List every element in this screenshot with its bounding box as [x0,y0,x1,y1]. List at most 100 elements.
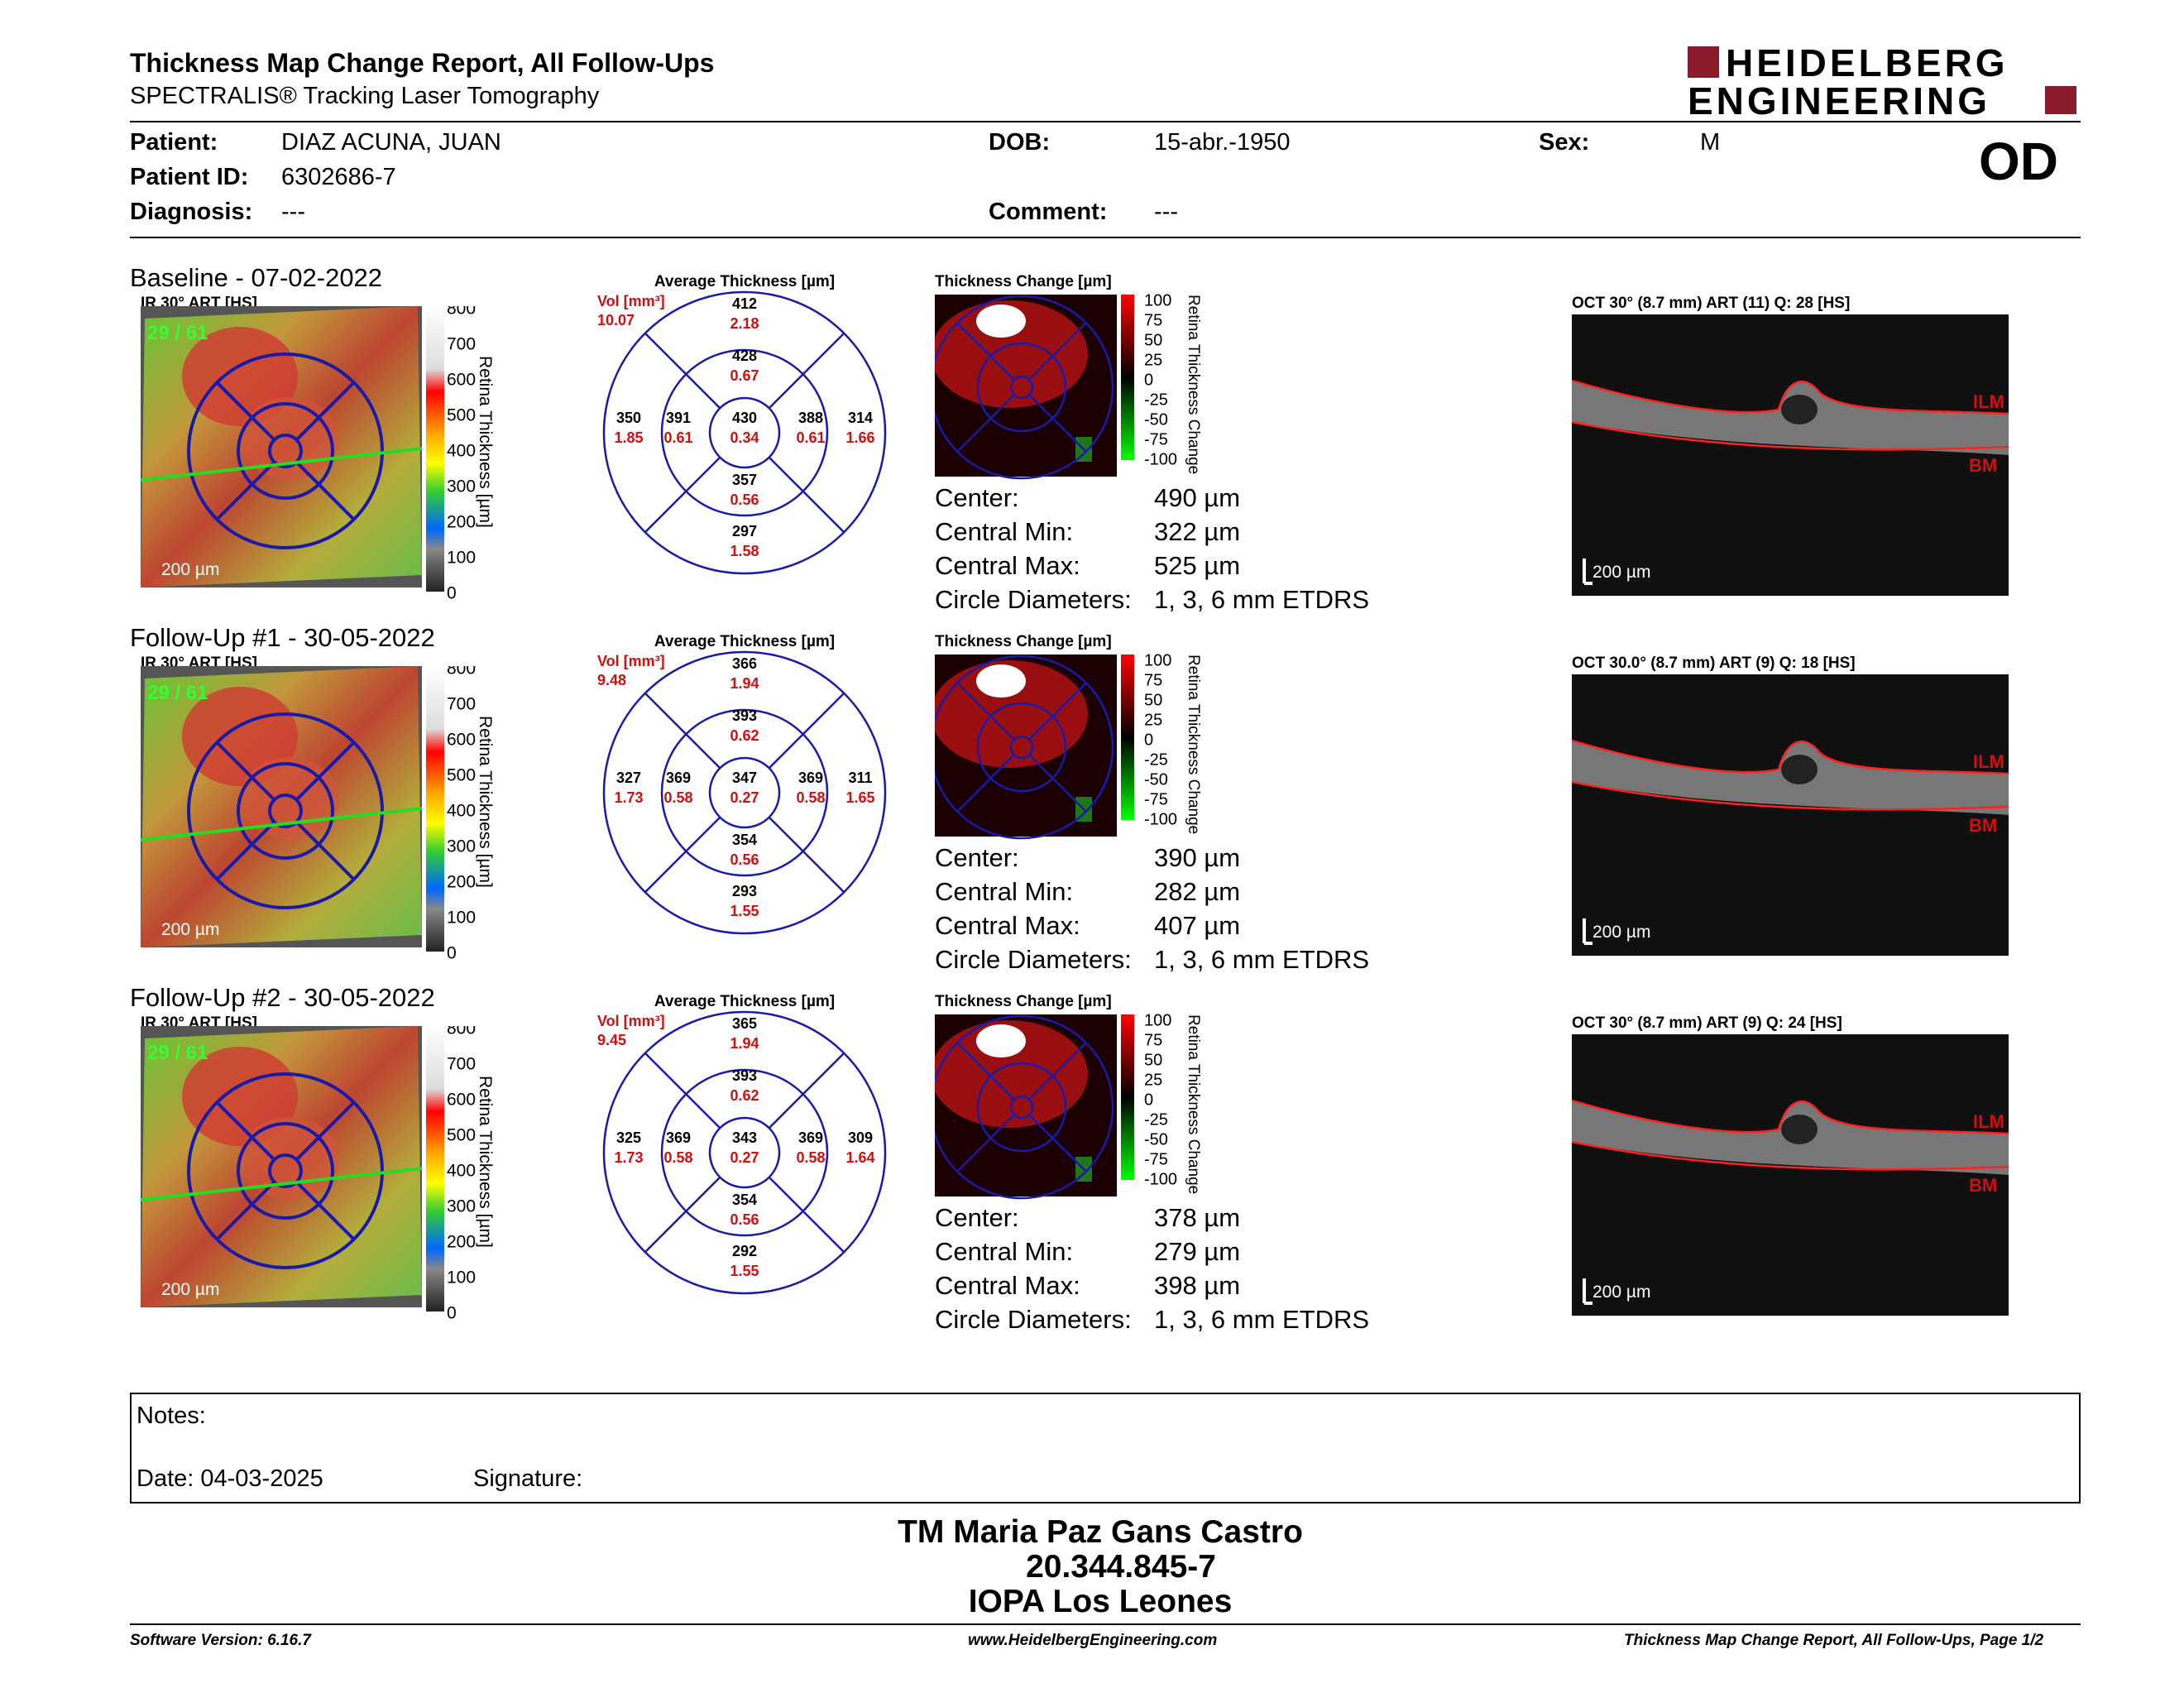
scale-tick: 500 [447,406,476,425]
section-title: Follow-Up #2 - 30-05-2022 [130,983,435,1012]
stat-value: 398 µm [1154,1271,1241,1300]
scale-tick: 400 [447,1162,476,1181]
oct-label: OCT 30° (8.7 mm) ART (9) Q: 24 [HS] [1572,1014,1842,1032]
avg-thickness-title: Average Thickness [µm] [654,993,835,1010]
notes-box[interactable]: Notes: Date: 04-03-2025 Signature: [130,1393,2081,1503]
sector-outer-bottom-thickness: 293 [732,883,757,899]
sector-inner-bottom-volume: 0.56 [730,851,759,868]
sector-inner-bottom-thickness: 354 [732,832,757,848]
stat-label: Central Max: [935,551,1080,580]
dob-label: DOB: [989,129,1051,156]
stat-label: Central Min: [935,877,1074,906]
oct-label: OCT 30.0° (8.7 mm) ART (9) Q: 18 [HS] [1572,655,1856,672]
change-tick: -100 [1144,810,1177,828]
stat-label: Circle Diameters: [935,585,1132,614]
change-tick: -25 [1144,1110,1168,1129]
oct-scalebar: 200 µm [1592,923,1650,942]
oct-bscan: 200 µm ILM BM [1571,314,2009,596]
change-tick: -75 [1144,430,1168,448]
patient-label: Patient: [130,129,218,156]
sector-outer-bottom-volume: 1.55 [730,903,759,919]
change-tick: 100 [1144,651,1171,669]
sector-inner-top-volume: 0.62 [730,1087,759,1104]
sector-inner-right-volume: 0.58 [796,1149,825,1166]
scale-tick: 600 [447,371,476,390]
scale-tick: 400 [447,802,476,821]
sector-outer-left-thickness: 327 [616,770,641,786]
scale-tick: 0 [447,944,457,963]
sector-center-thickness: 343 [732,1129,757,1146]
change-title: Thickness Change [µm] [935,993,1112,1010]
scale-tick: 600 [447,1091,476,1110]
ir-map-panel[interactable]: 200 µm 29 / 61 800 700 600 500 400 300 200 100 0 Re… [140,300,517,621]
scale-tick: 200 [447,873,476,892]
change-tick: -50 [1144,410,1168,429]
sector-outer-top-thickness: 412 [732,295,757,312]
sector-inner-left-thickness: 369 [666,1129,691,1146]
ir-map-panel[interactable]: 200 µm 29 / 61 800 700 600 500 400 300 200 100 0 Re… [140,659,517,981]
comment-label: Comment: [989,199,1108,225]
sector-inner-left-volume: 0.61 [663,429,692,446]
change-tick: -25 [1144,391,1168,409]
stat-label: Central Min: [935,517,1074,546]
average-thickness-grid: Average Thickness [µm] Vol [mm³] 9.48 366 1.… [596,631,893,950]
sector-inner-right-thickness: 369 [798,1129,823,1146]
sector-outer-right-thickness: 309 [848,1129,873,1146]
scale-tick: 400 [447,442,476,461]
vol-label: Vol [mm³] [597,293,665,309]
patient-id-value: 6302686-7 [281,164,396,190]
thickness-change-panel: Thickness Change [µm] 100 75 50 25 0 -25 -50 -75… [929,631,1208,851]
stat-value: 378 µm [1154,1203,1241,1232]
ir-map-panel[interactable]: 200 µm 29 / 61 800 700 600 500 400 300 200 100 0 Re… [140,1019,517,1340]
sector-inner-right-volume: 0.61 [796,429,825,446]
stat-label: Center: [935,1203,1019,1232]
change-tick: 75 [1144,1031,1162,1049]
vol-value: 9.48 [597,672,626,688]
scale-tick: 0 [447,1304,457,1323]
section-title: Follow-Up #1 - 30-05-2022 [130,623,435,652]
scale-tick: 700 [447,1055,476,1074]
etdrs-grid: Average Thickness [µm] Vol [mm³] 9.48 366 1.… [597,633,887,935]
ilm-label: ILM [1973,391,2004,412]
scale-tick: 800 [447,1026,476,1038]
stat-label: Central Max: [935,1271,1080,1300]
website-link[interactable]: www.HeidelbergEngineering.com [968,1632,1218,1649]
stat-label: Center: [935,843,1019,872]
scale-tick: 100 [447,549,476,568]
patient-divider [130,237,2081,238]
sector-inner-bottom-volume: 0.56 [730,492,759,508]
oct-scalebar: 200 µm [1592,563,1650,582]
stat-value: 490 µm [1154,483,1241,512]
heidelberg-logo: HEIDELBERG ENGINEERING [1688,41,2076,122]
scale-label: Retina Thickness [µm] [476,716,495,888]
oct-bscan-panel[interactable]: 200 µm ILM BM [1571,1034,2009,1320]
page-indicator: Thickness Map Change Report, All Follow-… [1624,1632,2044,1649]
signature-label: Signature: [473,1465,583,1492]
ir-scalebar: 200 µm [161,1280,219,1299]
change-scale-label: Retina Thickness Change [1185,1014,1202,1194]
change-tick: -75 [1144,1150,1168,1168]
sector-inner-left-thickness: 391 [666,410,691,426]
oct-bscan-panel[interactable]: 200 µm ILM BM [1571,674,2009,960]
thickness-change-panel: Thickness Change [µm] 100 75 50 25 0 -25 -50 -75… [929,991,1208,1211]
sector-center-volume: 0.34 [730,429,759,446]
patient-id-label: Patient ID: [130,164,249,190]
scale-tick: 100 [447,1268,476,1288]
change-tick: 0 [1144,371,1153,389]
ir-scalebar: 200 µm [161,920,219,939]
change-scale-label: Retina Thickness Change [1185,655,1202,834]
bm-label: BM [1969,1175,1997,1196]
stat-label: Central Max: [935,911,1080,940]
sector-outer-bottom-volume: 1.55 [730,1263,759,1279]
sector-inner-bottom-thickness: 357 [732,472,757,488]
vol-label: Vol [mm³] [597,653,665,669]
sector-outer-left-thickness: 325 [616,1129,641,1146]
report-title: Thickness Map Change Report, All Follow-… [130,48,715,78]
scale-tick: 800 [447,306,476,319]
sector-outer-right-thickness: 314 [848,410,873,426]
sector-outer-left-volume: 1.73 [614,1149,643,1166]
oct-bscan-panel[interactable]: 200 µm ILM BM [1571,314,2009,600]
stat-value: 279 µm [1154,1237,1241,1266]
stat-value: 1, 3, 6 mm ETDRS [1154,1305,1370,1334]
sector-outer-top-volume: 1.94 [730,1035,759,1052]
